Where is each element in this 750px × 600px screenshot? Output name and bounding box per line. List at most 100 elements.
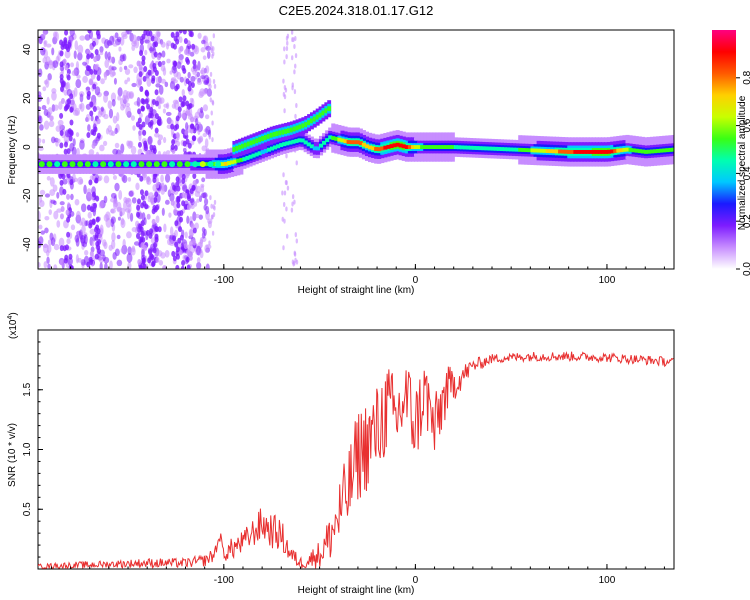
spectrogram-noise-cell: [120, 143, 125, 154]
spectrogram-streak-cell: [88, 219, 93, 226]
spectrogram-streak-cell: [183, 243, 188, 250]
spectrogram-noise-cell: [130, 145, 137, 155]
spectrogram-ridge-cell: [582, 149, 587, 154]
spectrogram-ridge-cell: [107, 161, 114, 168]
spectrogram-ridge-cell: [481, 146, 486, 151]
spectrogram-ridge-cell: [646, 149, 652, 154]
spectrogram-ridge-cell: [383, 145, 388, 150]
spectrogram-streak-cell: [66, 193, 71, 200]
spectrogram-noise-cell: [110, 208, 115, 214]
spectrogram-streak-cell: [154, 41, 159, 48]
spectrogram-noise-cell: [172, 99, 179, 105]
spectrogram-streak-cell: [173, 60, 178, 67]
spectrogram-noise-cell: [204, 138, 209, 148]
spectrogram-streak-cell: [213, 205, 216, 211]
spectrogram-noise-cell: [53, 210, 59, 220]
spectrogram-streak-cell: [147, 257, 152, 264]
spectrogram-streak-cell: [180, 265, 185, 269]
spectrogram-ridge-cell: [146, 161, 153, 168]
spectrogram-streak-cell: [182, 67, 187, 74]
spectrogram-streak-cell: [192, 127, 197, 134]
spectrogram-noise-cell: [185, 122, 189, 131]
spectrogram-noise-cell: [163, 223, 167, 233]
spectrogram-ridge-cell: [398, 143, 403, 148]
spectrogram-streak-cell: [175, 253, 180, 260]
spectrogram-streak-cell: [293, 69, 296, 75]
spectrogram-streak-cell: [285, 46, 289, 52]
spectrogram-streak-cell: [66, 46, 71, 53]
spectrogram-noise-cell: [139, 112, 143, 118]
spectrogram-streak-cell: [291, 194, 295, 200]
spectrogram-noise-cell: [165, 150, 171, 155]
spectrogram-ridge-cell: [343, 139, 348, 144]
spectrogram-noise-cell: [179, 36, 183, 43]
spectrogram-noise-cell: [126, 77, 131, 82]
spectrogram-streak-cell: [62, 188, 67, 195]
spectrogram-streak-cell: [89, 68, 94, 75]
spectrogram-streak-cell: [282, 78, 285, 84]
spectrogram-noise-cell: [189, 229, 194, 238]
spectrogram-streak-cell: [154, 233, 159, 240]
spectrogram-noise-cell: [39, 195, 43, 203]
spectrogram-ridge-cell: [429, 145, 434, 150]
spectrogram-ridge-cell: [269, 146, 275, 151]
spectrogram-streak-cell: [140, 189, 145, 196]
spectrogram-y-tick-label: 20: [22, 92, 33, 104]
spectrogram-noise-cell: [127, 246, 132, 255]
spectrogram-streak-cell: [144, 203, 149, 210]
spectrogram-noise-cell: [75, 210, 81, 221]
spectrogram-ridge-cell: [447, 145, 452, 150]
spectrogram-ridge-cell: [69, 161, 76, 168]
spectrogram-ridge-cell: [423, 145, 428, 150]
spectrogram-ridge-cell: [254, 152, 259, 157]
spectrogram-noise-cell: [50, 199, 56, 204]
spectrogram-noise-cell: [99, 262, 103, 269]
spectrogram-ridge-cell: [622, 147, 627, 152]
spectrogram-noise-cell: [130, 115, 136, 121]
spectrogram-streak-cell: [192, 173, 197, 180]
spectrogram-noise-cell: [88, 149, 95, 156]
spectrogram-streak-cell: [146, 103, 151, 110]
spectrogram-streak-cell: [96, 132, 101, 139]
spectrogram-ridge-cell: [490, 146, 495, 151]
spectrogram-streak-cell: [294, 232, 297, 238]
spectrogram-ridge-cell: [123, 161, 130, 168]
spectrogram-noise-cell: [39, 124, 44, 131]
spectrogram-frame: [37, 29, 675, 270]
spectrogram-noise-cell: [62, 178, 68, 185]
spectrogram-streak-cell: [68, 135, 73, 142]
spectrogram-ridge-cell: [135, 162, 140, 167]
spectrogram-noise-cell: [161, 50, 166, 58]
spectrogram-ridge-cell: [245, 155, 250, 160]
spectrogram-ridge-cell: [570, 149, 575, 154]
spectrogram-streak-cell: [59, 245, 64, 252]
spectrogram-ridge-cell: [130, 161, 137, 168]
spectrogram-streak-cell: [88, 179, 93, 186]
spectrogram-noise-cell: [77, 44, 84, 54]
spectrogram-streak-cell: [183, 192, 188, 199]
spectrogram-streak-cell: [178, 249, 183, 256]
spectrogram-streak-cell: [283, 59, 286, 65]
spectrogram-streak-cell: [136, 232, 141, 239]
spectrogram-branch-cell: [261, 136, 266, 141]
spectrogram-streak-cell: [139, 50, 144, 57]
spectrogram-ridge-cell: [597, 149, 602, 154]
spectrogram-noise-cell: [103, 93, 109, 103]
spectrogram-noise-cell: [121, 31, 127, 38]
spectrogram-noise-cell: [56, 138, 61, 144]
spectrogram-noise-cell: [164, 81, 169, 88]
spectrogram-noise-cell: [136, 97, 141, 107]
spectrogram-streak-cell: [149, 144, 154, 151]
spectrogram-streak-cell: [212, 79, 216, 85]
spectrogram-noise-cell: [205, 125, 211, 135]
spectrogram-streak-cell: [181, 200, 186, 207]
spectrogram-noise-cell: [173, 79, 178, 84]
spectrogram-noise-cell: [102, 140, 108, 147]
spectrogram-noise-cell: [45, 43, 52, 48]
spectrogram-streak-cell: [143, 142, 148, 149]
spectrogram-ridge-cell: [389, 144, 394, 149]
spectrogram-ridge-cell: [346, 140, 351, 144]
spectrogram-noise-cell: [162, 265, 167, 269]
spectrogram-noise-cell: [166, 58, 171, 64]
